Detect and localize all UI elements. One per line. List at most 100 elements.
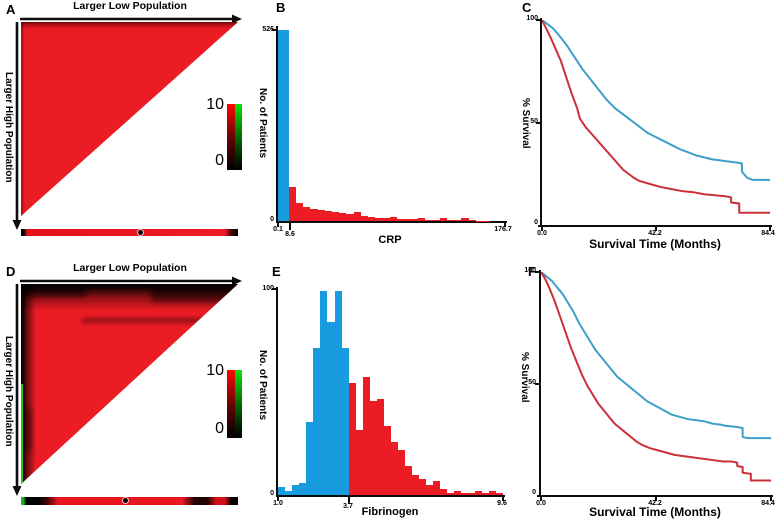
panel-c-ytick-0 [536, 19, 540, 21]
panel-f-xlabel: Survival Time (Months) [589, 505, 721, 519]
hist-bar [360, 216, 368, 221]
panel-f-letter: F [528, 264, 536, 279]
hist-bar [454, 219, 462, 221]
panel-f-ytick-0 [535, 271, 539, 273]
hist-bar [382, 218, 390, 221]
panel-b-xaxis [276, 221, 507, 223]
panel-b-ymax-label: 526 [262, 26, 274, 33]
surv-f-plot-wrap [541, 272, 771, 495]
panel-b-xtick-label-0: 0.1 [273, 226, 283, 233]
hist-bar [299, 482, 307, 495]
panel-c-xtick-2 [769, 227, 771, 231]
hist-bar [362, 376, 370, 495]
surv-f-plot [541, 272, 771, 495]
panel-f-xtick-label-0: 0.0 [536, 500, 546, 507]
panel-f-xtick-label-1: 42.2 [648, 500, 662, 507]
hist-bar [285, 490, 293, 495]
panel-d-top-arrow-icon [20, 276, 242, 286]
panel-c-ytick-label-2: 0 [534, 219, 538, 226]
panel-c-ytick-label-1: 50 [530, 118, 538, 125]
panel-c-xtick-label-0: 0.0 [537, 230, 547, 237]
hist-bar [453, 490, 461, 495]
hist-bar [411, 474, 419, 495]
survival-curve [542, 20, 770, 213]
hist-bar [446, 492, 454, 495]
panel-f-xtick-label-2: 84.4 [761, 500, 775, 507]
hist-bar [327, 321, 335, 495]
hist-bar [389, 217, 397, 221]
hist-b-bars [278, 30, 505, 221]
panel-a-colorbar-max: 10 [206, 96, 224, 113]
hist-bar [397, 450, 405, 495]
panel-e-ymin-label: 0 [270, 490, 274, 497]
hist-bar [383, 425, 391, 495]
hist-bar [334, 291, 342, 495]
hist-bar [468, 220, 476, 221]
hist-bar [320, 291, 328, 495]
panel-e-yaxis [276, 287, 278, 497]
panel-d-colorbar-min: 0 [215, 420, 224, 437]
hist-bar [296, 202, 304, 221]
panel-f-ytick-label-2: 0 [532, 489, 536, 496]
hist-bar [390, 441, 398, 495]
hist-bar [481, 492, 489, 495]
panel-d-colorbar [227, 370, 242, 438]
panel-c-xtick-1 [655, 227, 657, 231]
panel-e-xtick-label-1: 3.7 [343, 503, 353, 510]
hist-bar [346, 214, 354, 221]
panel-a-top-arrow-icon [20, 14, 242, 24]
panel-f-ylabel: % Survival [519, 352, 530, 403]
panel-f-xtick-2 [770, 497, 772, 501]
hist-bar [495, 492, 503, 495]
panel-e-xtick-label-2: 9.6 [497, 500, 507, 507]
hist-bar [396, 218, 404, 221]
hist-bar [488, 490, 496, 495]
panel-e-ytick [272, 288, 276, 290]
surv-c-plot-wrap [542, 20, 770, 225]
hist-bar [404, 466, 412, 495]
hist-bar [439, 218, 448, 221]
hist-bar [432, 480, 440, 495]
hist-bar [324, 211, 333, 221]
panel-a-left-arrow-icon [12, 22, 22, 230]
hist-bar [418, 217, 426, 221]
panel-c-xtick-label-2: 84.4 [761, 230, 775, 237]
panel-e-xtick-0 [277, 497, 279, 501]
hist-bar [411, 219, 419, 221]
panel-c-ytick-label-0: 100 [526, 15, 538, 22]
survival-curve [541, 272, 771, 481]
panel-b-xtick-label-2: 176.7 [494, 226, 512, 233]
hist-bar [355, 429, 363, 495]
hist-bar [474, 490, 482, 495]
panel-f-xaxis [537, 495, 773, 497]
hist-bar [403, 219, 412, 221]
panel-e-xaxis [276, 495, 505, 497]
panel-c-yaxis [540, 18, 542, 227]
hist-bar [367, 217, 376, 221]
panel-f-xtick-1 [655, 497, 657, 501]
hist-bar [339, 213, 347, 221]
hist-bar [332, 212, 340, 221]
hist-bar [353, 212, 361, 221]
panel-f-ytick-label-1: 50 [528, 379, 536, 386]
panel-e-xtick-2 [502, 497, 504, 501]
panel-a-strip-dot [138, 230, 144, 235]
hist-bar [460, 492, 468, 495]
panel-b-ymin-label: 0 [270, 216, 274, 223]
panel-a-letter: A [6, 2, 16, 17]
hist-bar [313, 348, 321, 495]
hist-bar [467, 492, 475, 495]
panel-e-xtick-label-0: 1.0 [273, 500, 283, 507]
hist-bar [341, 348, 349, 495]
panel-b-xlabel: CRP [378, 234, 402, 246]
hist-bar [303, 207, 311, 221]
hist-bar [447, 219, 455, 221]
panel-e-xlabel: Fibrinogen [361, 506, 419, 518]
panel-c-xlabel: Survival Time (Months) [589, 237, 721, 251]
panel-f-ytick-label-0: 100 [524, 267, 536, 274]
panel-d-colorbar-max: 10 [206, 362, 224, 379]
hist-bar [376, 399, 384, 495]
panel-d-letter: D [6, 264, 16, 279]
panel-f-xtick-0 [540, 497, 542, 501]
